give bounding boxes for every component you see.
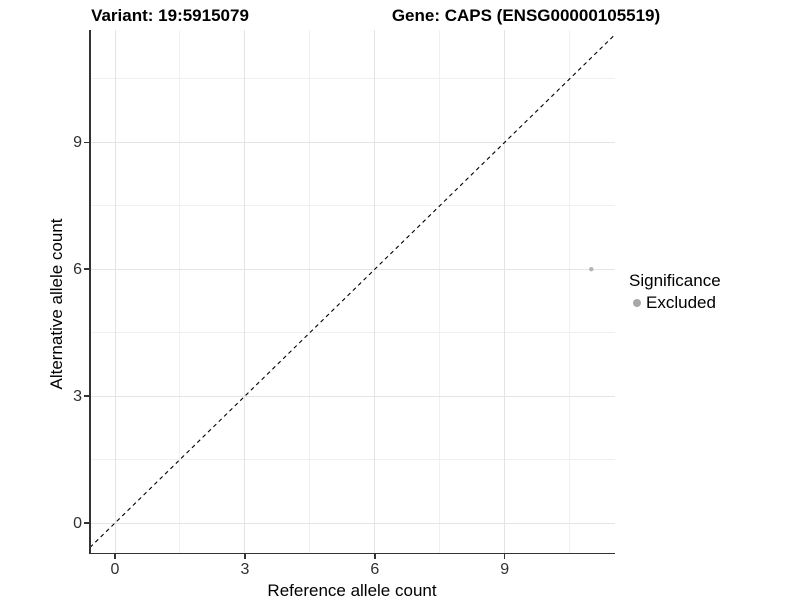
plot-canvas: [90, 34, 615, 548]
gridline-major: [90, 268, 615, 270]
x-tick-mark: [244, 554, 246, 559]
y-axis-title: Alternative allele count: [47, 218, 66, 390]
y-tick-label-0: 0: [73, 514, 82, 532]
y-axis-line: [89, 30, 91, 554]
plot-panel: [90, 30, 615, 553]
x-axis-title: Reference allele count: [267, 581, 437, 600]
gridline-major: [114, 30, 116, 553]
x-tick-label-0: 0: [110, 561, 120, 578]
y-tick-label-9: 9: [73, 134, 82, 152]
y-tick-label-3: 3: [73, 387, 82, 405]
gridline-major: [90, 395, 615, 397]
y-tick-mark: [84, 268, 89, 270]
gridline-minor: [90, 332, 615, 334]
legend-item-label: Excluded: [646, 293, 716, 312]
plot-title-gene: Gene: CAPS (ENSG00000105519): [391, 6, 661, 25]
gridline-minor: [179, 30, 181, 553]
legend-point-icon: [633, 298, 641, 307]
gridline-major: [244, 30, 246, 553]
y-tick-mark: [84, 141, 89, 144]
x-tick-label-6: 6: [370, 561, 380, 578]
gridline-minor: [309, 30, 311, 553]
y-tick-mark: [84, 522, 89, 524]
legend-title: Significance: [629, 271, 721, 290]
y-tick-label-6: 6: [73, 260, 82, 278]
gridline-major: [504, 30, 506, 553]
x-tick-mark: [114, 554, 116, 559]
plot-title-variant: Variant: 19:5915079: [91, 6, 249, 25]
x-tick-mark: [503, 554, 506, 559]
x-tick-label-9: 9: [500, 561, 510, 578]
x-axis-line: [89, 552, 615, 554]
gridline-major: [374, 30, 376, 553]
x-tick-label-3: 3: [240, 561, 250, 578]
y-tick-mark: [84, 395, 89, 397]
gridline-minor: [90, 205, 615, 207]
gridline-major: [90, 141, 615, 143]
gridline-major: [90, 522, 615, 524]
data-point-excluded: [589, 267, 594, 272]
gridline-minor: [90, 459, 615, 461]
gridline-minor: [90, 78, 615, 80]
grid-layer: [90, 30, 615, 553]
legend: Significance Excluded: [629, 271, 721, 312]
gridline-minor: [439, 30, 441, 553]
legend-item-excluded: Excluded: [633, 293, 721, 312]
gridline-minor: [569, 30, 571, 553]
x-tick-mark: [374, 554, 376, 559]
identity-line: [90, 34, 615, 548]
